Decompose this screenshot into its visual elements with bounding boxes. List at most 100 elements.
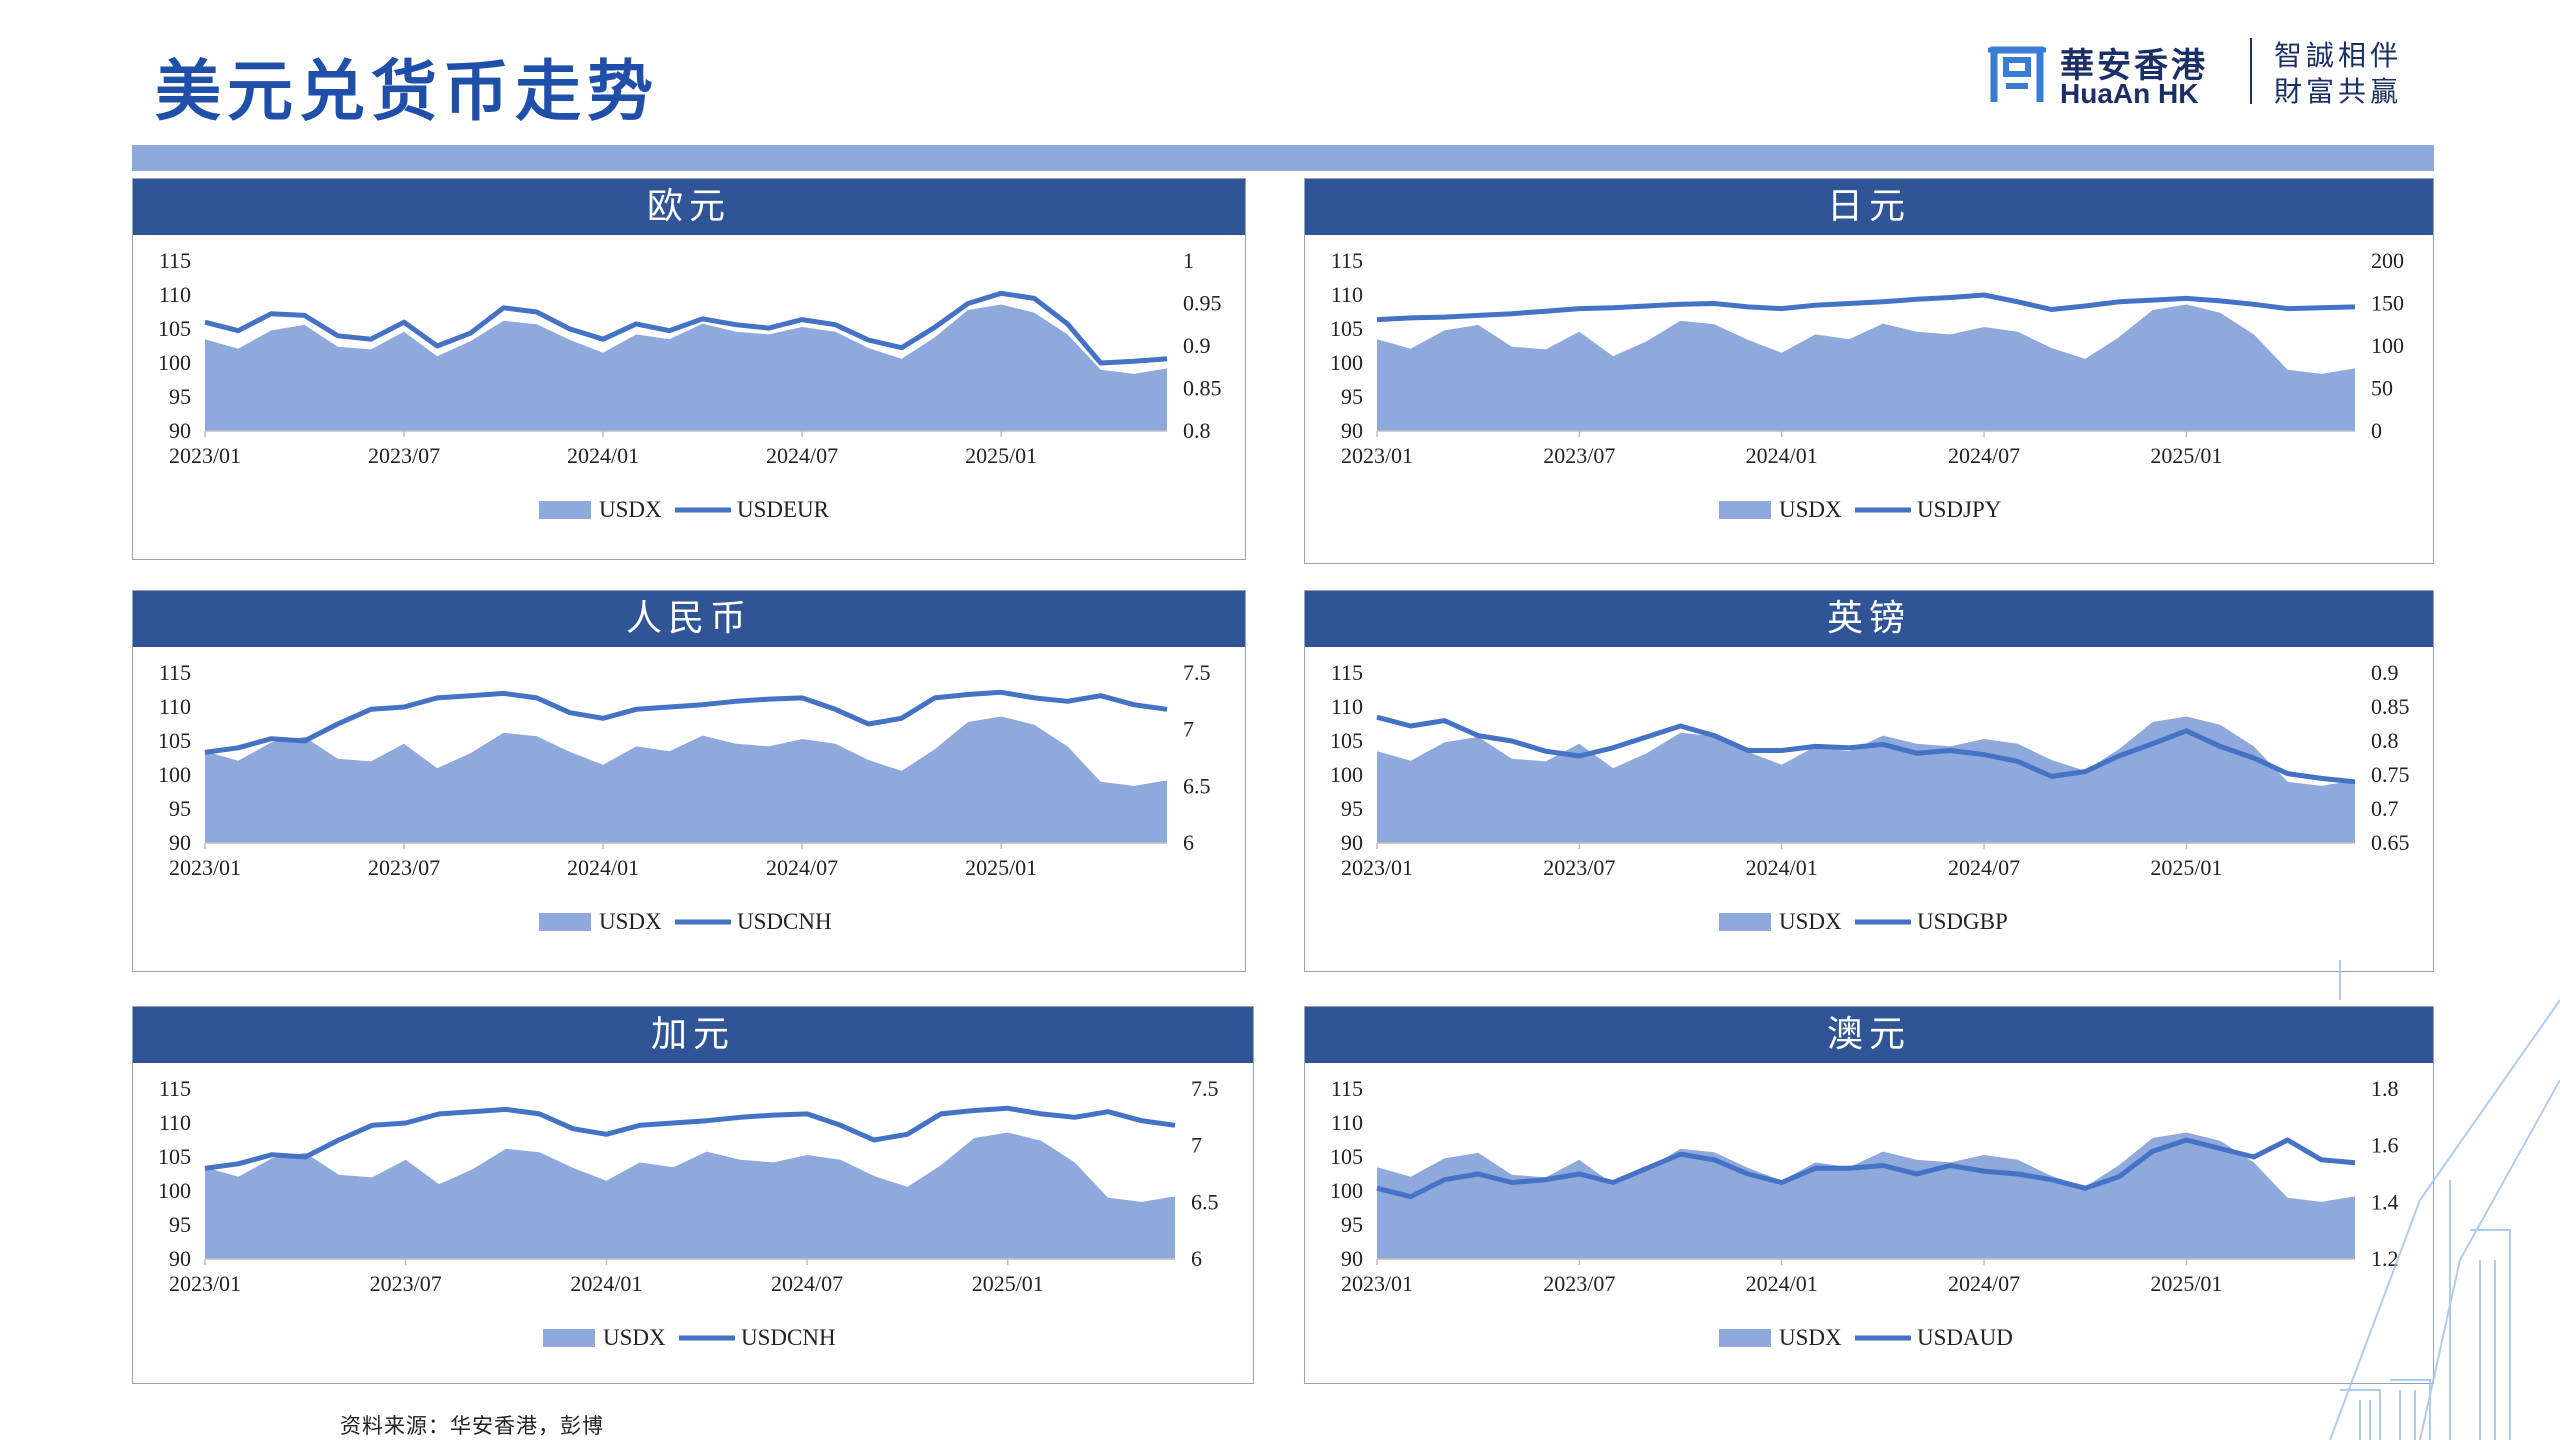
left-axis-tick: 110 — [1331, 1110, 1363, 1135]
left-axis-tick: 90 — [1341, 830, 1363, 855]
chart-panel-cad: 加元 115 110 105 100 95 90 7.5 7 6.5 6 2023/01 2023/07… — [132, 1006, 1254, 1384]
left-axis-tick: 95 — [1341, 1212, 1363, 1237]
left-axis-tick: 115 — [1331, 660, 1363, 685]
legend-label: USDCNH — [741, 1325, 836, 1350]
right-axis-tick: 0.85 — [1183, 376, 1222, 401]
brand-slogan: 智誠相伴 財富共贏 — [2274, 38, 2402, 110]
x-axis-tick: 2025/01 — [965, 443, 1037, 468]
right-axis-tick: 0.8 — [1183, 418, 1211, 443]
legend-swatch-area — [1719, 1329, 1771, 1347]
x-axis-tick: 2023/07 — [370, 1271, 442, 1296]
x-axis-tick: 2024/07 — [766, 855, 838, 880]
x-axis-tick: 2024/01 — [1746, 855, 1818, 880]
x-axis-tick: 2025/01 — [2150, 855, 2222, 880]
legend-label: USDX — [1779, 1325, 1842, 1350]
series-line-usdeur — [204, 290, 1168, 366]
left-axis-tick: 95 — [169, 384, 191, 409]
legend-label: USDX — [603, 1325, 666, 1350]
x-axis-tick: 2024/07 — [766, 443, 838, 468]
chart-panel-aud: 澳元 115 110 105 100 95 90 1.8 1.6 1.4 1.2 2023/01 202… — [1304, 1006, 2434, 1384]
chart-title: 英镑 — [1305, 591, 2433, 647]
chart-title: 日元 — [1305, 179, 2433, 235]
chart-title: 人民币 — [133, 591, 1245, 647]
right-axis-tick: 1.8 — [2371, 1076, 2399, 1101]
legend-swatch-area — [1719, 913, 1771, 931]
left-axis-tick: 90 — [169, 1246, 191, 1271]
chart-panel-jpy: 日元 115 110 105 100 95 90 200 150 100 50 0 2023/01 202… — [1304, 178, 2434, 564]
legend-swatch-area — [539, 913, 591, 931]
legend-swatch-area — [1719, 501, 1771, 519]
left-axis-tick: 105 — [1330, 1144, 1363, 1169]
x-axis-tick: 2023/07 — [368, 855, 440, 880]
x-axis-tick: 2024/01 — [570, 1271, 642, 1296]
legend-swatch-area — [539, 501, 591, 519]
chart-title: 加元 — [133, 1007, 1253, 1063]
legend-label: USDGBP — [1917, 909, 2008, 934]
left-axis-tick: 105 — [158, 728, 191, 753]
left-axis-tick: 115 — [159, 1076, 191, 1101]
x-axis-tick: 2023/07 — [1543, 855, 1615, 880]
page-title: 美元兑货币走势 — [155, 52, 659, 130]
left-axis-tick: 110 — [159, 282, 191, 307]
x-axis-tick: 2024/07 — [771, 1271, 843, 1296]
right-axis-tick: 7.5 — [1183, 660, 1211, 685]
series-line-usdaud — [1376, 1137, 2356, 1200]
chart-svg: 115 110 105 100 95 90 7.5 7 6.5 6 2023/01 2023/07 20… — [158, 660, 1211, 934]
left-axis-tick: 115 — [159, 660, 191, 685]
left-axis-tick: 100 — [1330, 350, 1363, 375]
series-area-usdx — [205, 1132, 1175, 1259]
series-line-usdcnh — [204, 1105, 1176, 1171]
series-area-usdx — [1377, 1132, 2355, 1259]
legend-label: USDX — [599, 909, 662, 934]
brand-logo: 華安香港 HuaAn HK 智誠相伴 財富共贏 — [1988, 38, 2408, 110]
title-band — [132, 145, 2434, 171]
left-axis-tick: 110 — [1331, 282, 1363, 307]
right-axis-tick: 6 — [1191, 1246, 1202, 1271]
chart-svg: 115 110 105 100 95 90 7.5 7 6.5 6 2023/01 2023/07 20… — [158, 1076, 1219, 1350]
chart-title: 澳元 — [1305, 1007, 2433, 1063]
right-axis-tick: 150 — [2371, 291, 2404, 316]
x-axis-tick: 2025/01 — [965, 855, 1037, 880]
left-axis-tick: 110 — [159, 1110, 191, 1135]
x-axis-tick: 2023/01 — [1341, 443, 1413, 468]
x-axis-tick: 2025/01 — [2150, 1271, 2222, 1296]
right-axis-tick: 7 — [1183, 717, 1194, 742]
x-axis-tick: 2024/01 — [1746, 1271, 1818, 1296]
series-area-usdx — [1377, 304, 2355, 431]
right-axis-tick: 0.8 — [2371, 728, 2399, 753]
chart-title: 欧元 — [133, 179, 1245, 235]
right-axis-tick: 7 — [1191, 1133, 1202, 1158]
x-axis-tick: 2024/01 — [567, 443, 639, 468]
right-axis-tick: 0.7 — [2371, 796, 2399, 821]
left-axis-tick: 90 — [169, 830, 191, 855]
left-axis-tick: 105 — [1330, 316, 1363, 341]
right-axis-tick: 6.5 — [1191, 1189, 1219, 1214]
x-axis-tick: 2025/01 — [972, 1271, 1044, 1296]
chart-svg: 115 110 105 100 95 90 200 150 100 50 0 2023/01 2023/… — [1330, 248, 2404, 522]
series-area-usdx — [205, 716, 1167, 843]
skyline-decoration — [2329, 960, 2560, 1440]
left-axis-tick: 105 — [1330, 728, 1363, 753]
x-axis-tick: 2024/07 — [1948, 1271, 2020, 1296]
left-axis-tick: 110 — [1331, 694, 1363, 719]
left-axis-tick: 90 — [1341, 418, 1363, 443]
left-axis-tick: 90 — [169, 418, 191, 443]
chart-panel-gbp: 英镑 115 110 105 100 95 90 0.9 0.85 0.8 0.75 0.7 0.65 2… — [1304, 590, 2434, 972]
series-line-usdjpy — [1376, 292, 2356, 323]
right-axis-tick: 6.5 — [1183, 773, 1211, 798]
x-axis-tick: 2023/07 — [1543, 1271, 1615, 1296]
right-axis-tick: 6 — [1183, 830, 1194, 855]
x-axis-tick: 2023/01 — [169, 855, 241, 880]
x-axis-tick: 2023/07 — [1543, 443, 1615, 468]
brand-slogan-line1: 智誠相伴 — [2274, 39, 2403, 72]
brand-name-cn: 華安香港 — [2060, 46, 2208, 86]
left-axis-tick: 110 — [159, 694, 191, 719]
left-axis-tick: 95 — [169, 796, 191, 821]
x-axis-tick: 2024/01 — [567, 855, 639, 880]
right-axis-tick: 1.4 — [2371, 1189, 2399, 1214]
right-axis-tick: 1 — [1183, 248, 1194, 273]
series-area-usdx — [1377, 716, 2355, 843]
x-axis-tick: 2023/07 — [368, 443, 440, 468]
left-axis-tick: 105 — [158, 1144, 191, 1169]
